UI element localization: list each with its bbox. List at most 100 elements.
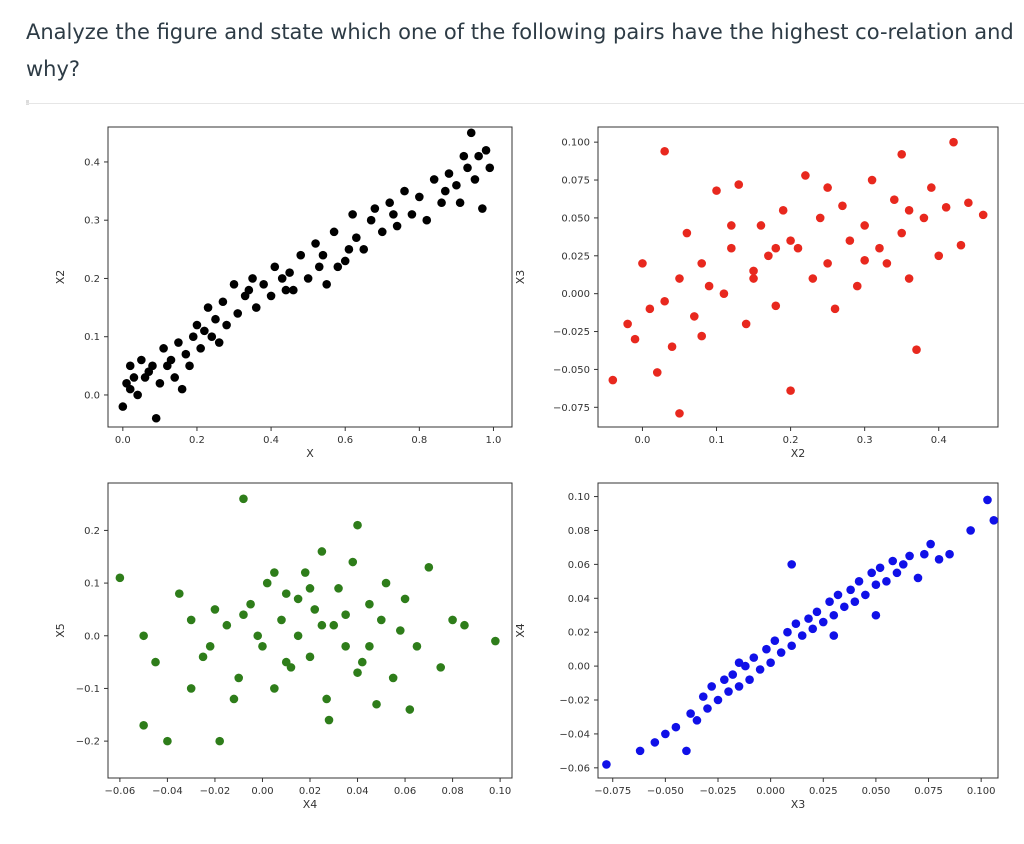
data-point [314,262,324,272]
data-point [786,236,795,245]
data-point [322,694,331,704]
x-tick-label: −0.02 [200,786,231,797]
data-point [871,610,881,620]
data-point [904,274,914,283]
x-tick-label: 0.050 [862,786,891,797]
data-point [155,379,165,388]
data-point [177,384,187,394]
data-point [455,198,465,208]
y-tick-label: 0.025 [561,251,590,262]
data-point [185,361,194,371]
divider [26,103,1024,104]
data-point [478,204,487,213]
data-point [262,578,272,588]
data-point [174,589,184,598]
data-point [934,554,944,564]
data-point [218,297,228,307]
data-point [293,631,303,641]
x-tick-label: 0.2 [189,435,205,446]
data-point [229,279,239,289]
data-point [793,243,803,253]
data-point [210,605,220,614]
data-point [353,668,362,677]
data-point [983,495,992,505]
data-point [682,228,692,238]
x-tick-label: 0.02 [299,786,321,797]
data-point [749,266,758,276]
data-point [491,636,500,646]
data-point [797,631,807,640]
data-point [707,682,716,691]
data-point [139,631,148,641]
data-point [270,684,279,693]
data-point [704,281,714,291]
x-tick-label: 0.4 [263,435,279,446]
data-point [248,274,257,283]
data-point [159,344,168,353]
data-point [712,186,721,195]
data-point [697,259,707,268]
data-point [630,334,640,344]
data-point [949,137,958,147]
chart-panel-3: −0.06 −0.04 −0.02 0.00 0.02 0.04 0.06 0.08 0.10 0… [54,482,513,811]
data-point [452,180,461,190]
y-tick-label: −0.04 [559,729,590,740]
data-point [808,274,818,283]
data-point [692,716,702,725]
x-tick-label: 0.1 [709,435,725,446]
data-point [444,169,454,178]
data-point [334,584,343,593]
data-point [389,210,398,219]
data-point [310,605,320,614]
data-point [919,213,929,223]
data-point [801,171,810,180]
data-point [485,163,495,173]
data-point [755,665,765,674]
data-point [741,661,750,671]
data-point [436,663,446,672]
data-point [734,658,744,668]
data-point [926,539,935,549]
x-tick-label: 0.10 [489,786,511,797]
data-point [340,256,350,266]
data-point [341,642,350,651]
data-point [253,631,263,641]
y-axis-label: X4 [514,623,527,638]
data-point [329,227,339,237]
data-point [329,620,339,630]
data-point [682,746,691,756]
data-point [661,729,670,739]
data-point [776,648,786,657]
data-point [892,568,902,578]
y-tick-label: 0.10 [568,492,590,503]
data-point [474,151,483,161]
x-tick-label: 0.3 [857,435,873,446]
data-point [867,568,876,578]
data-point [845,236,855,245]
data-point [727,221,736,230]
data-point [875,243,884,253]
data-point [251,303,261,312]
data-point [144,367,154,376]
data-point [686,709,695,718]
data-point [808,624,818,634]
data-point [771,243,781,253]
data-point [139,721,148,730]
data-point [466,128,476,138]
data-point [381,578,391,588]
data-point [198,652,208,662]
x-tick-label: 1.0 [486,435,502,446]
data-point [697,331,707,341]
data-point [422,215,432,225]
data-point [875,563,885,573]
data-point [303,274,313,283]
data-point [882,259,892,268]
y-tick-label: 0.2 [84,526,100,537]
y-tick-label: 0.0 [84,390,100,401]
data-point [713,695,723,705]
data-point [671,722,681,732]
x-tick-label: 0.8 [411,435,427,446]
data-point [437,198,446,208]
x-tick-label: 0.06 [394,786,416,797]
data-point [270,262,280,272]
